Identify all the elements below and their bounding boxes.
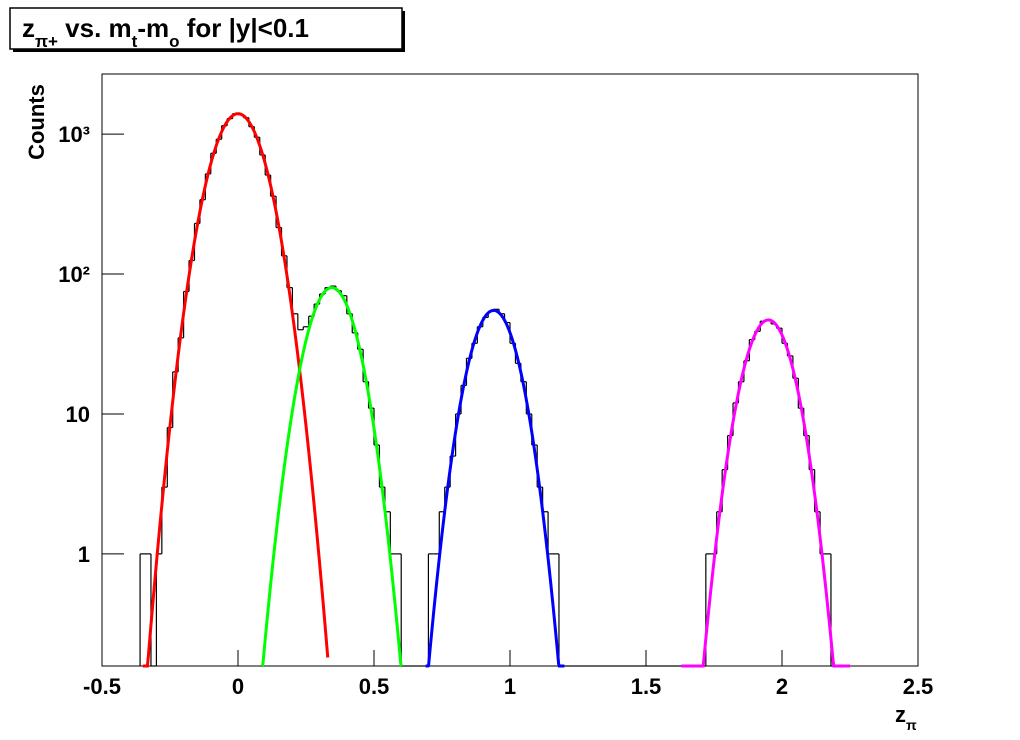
x-axis-label: zπ	[895, 702, 917, 733]
x-tick-label: 0.5	[359, 674, 390, 699]
x-tick-label: 2	[776, 674, 788, 699]
text-part: vs. m	[58, 13, 132, 43]
subscript: o	[169, 32, 179, 51]
chart-title: zπ+ vs. mt-mo for |y|<0.1	[22, 13, 309, 51]
x-tick-label: 0	[232, 674, 244, 699]
text-part: for |y|<0.1	[180, 13, 309, 43]
y-tick-label: 10	[66, 402, 90, 427]
x-tick-label: 1.5	[631, 674, 662, 699]
y-tick-label: 10²	[58, 262, 90, 287]
x-tick-label: 2.5	[903, 674, 934, 699]
y-axis-label: Counts	[24, 84, 49, 160]
text-part: z	[22, 13, 35, 43]
subscript: t	[132, 32, 138, 51]
x-tick-label: 1	[504, 674, 516, 699]
y-tick-label: 1	[78, 542, 90, 567]
subscript: π	[906, 717, 917, 733]
text-part: -m	[137, 13, 169, 43]
fit-curve	[681, 318, 850, 668]
fit-curve	[260, 286, 403, 667]
title-box	[9, 7, 403, 50]
y-tick-label: 10³	[58, 122, 90, 147]
text-part: z	[895, 702, 906, 727]
subscript: π+	[35, 32, 58, 51]
fit-curve	[425, 308, 565, 668]
x-tick-label: -0.5	[83, 674, 121, 699]
fit-curve	[142, 112, 330, 668]
